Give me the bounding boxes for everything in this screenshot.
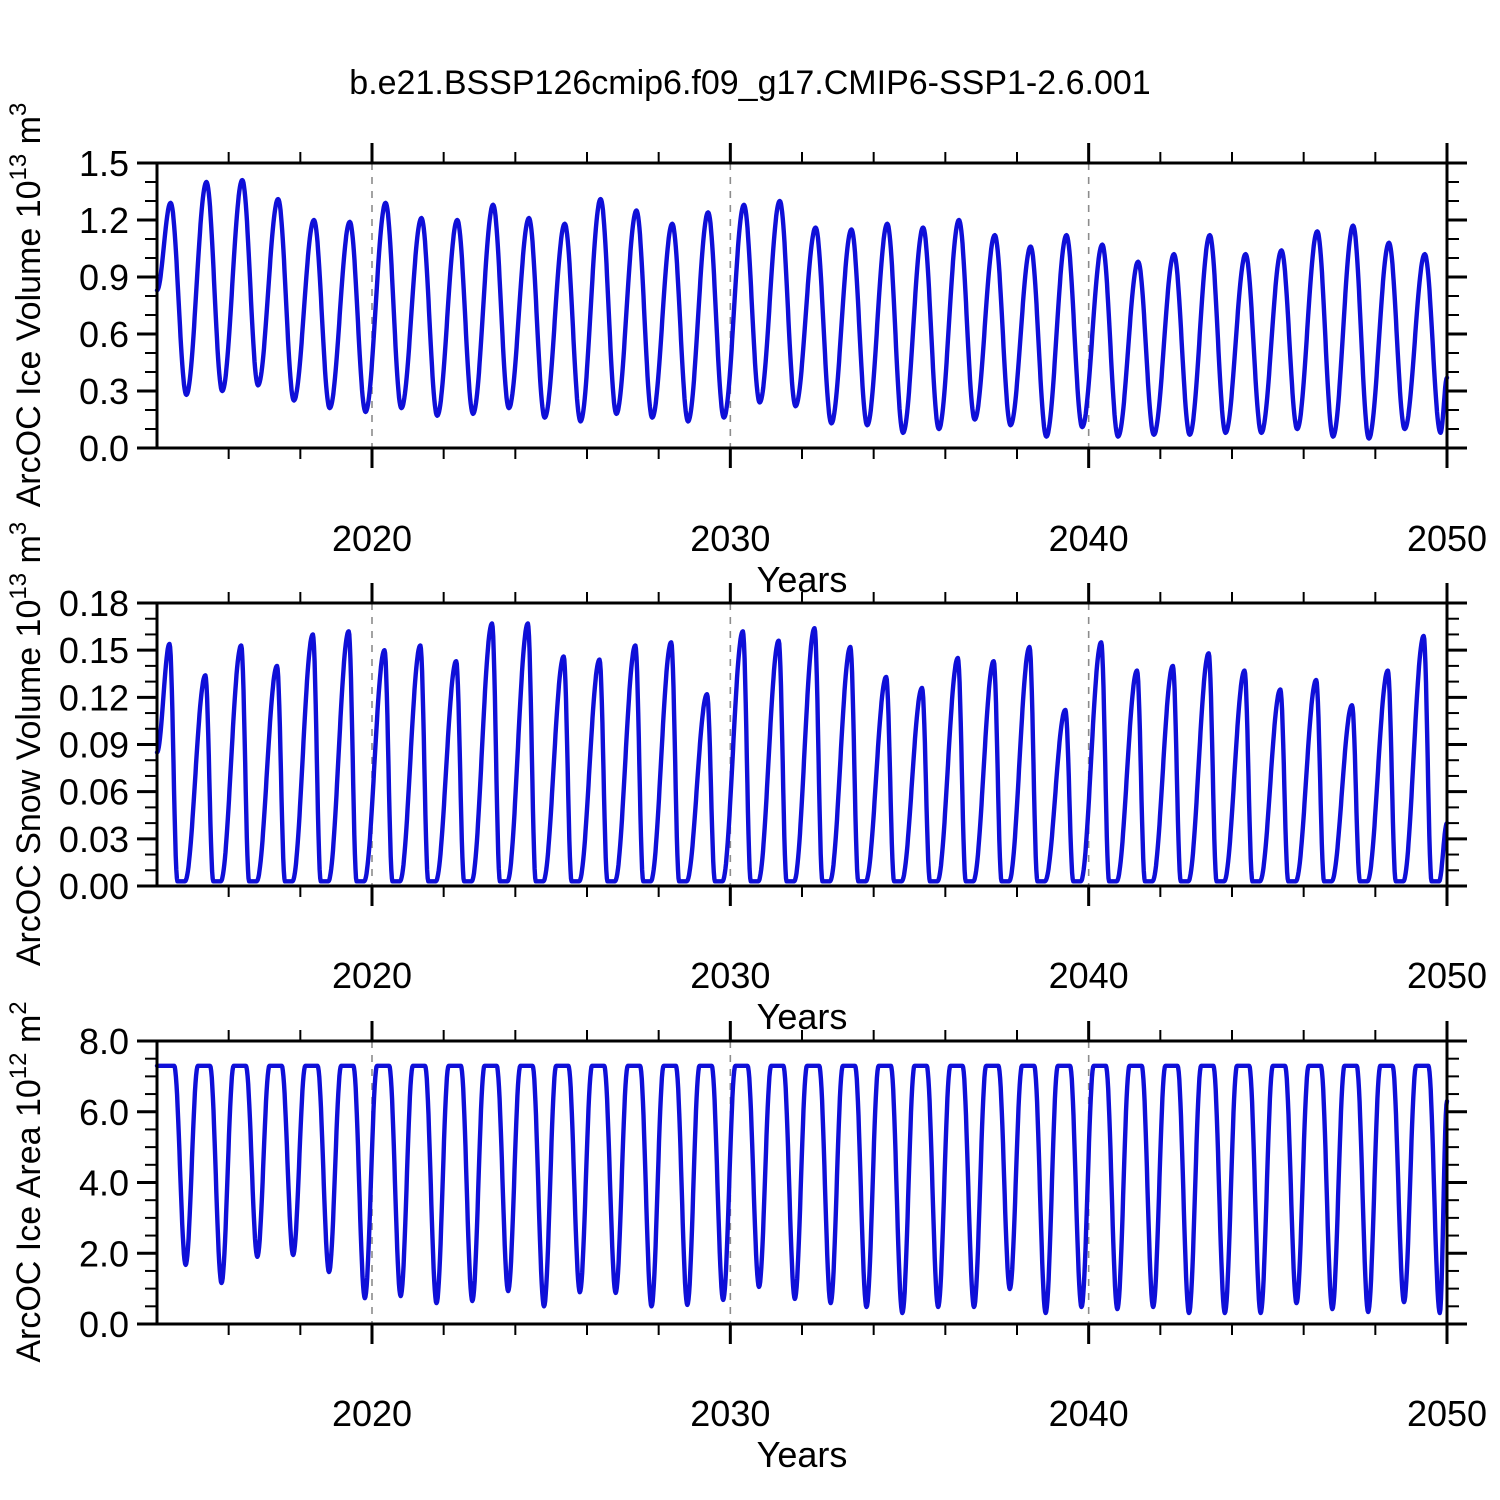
x-tick-label: 2020 (332, 955, 412, 996)
x-tick-label: 2040 (1049, 1393, 1129, 1434)
x-tick-label: 2040 (1049, 955, 1129, 996)
y-tick-label: 0.09 (59, 725, 129, 766)
ice-volume-curve (154, 177, 1450, 441)
y-tick-label: 0.9 (79, 257, 129, 298)
panel-ice-area: 2020 2030 2040 2050 0.0 2.0 4.0 6.0 8.0 Years ArcO… (5, 1001, 1487, 1475)
panel-snow-volume: 2020 2030 2040 2050 0.00 0.03 0.06 0.09 0.12 0.15… (5, 522, 1487, 1037)
x-tick-label: 2030 (690, 1393, 770, 1434)
x-tick-label: 2050 (1407, 955, 1487, 996)
snow-volume-curve (154, 621, 1450, 884)
x-tick-label: 2030 (690, 955, 770, 996)
y-tick-label: 0.18 (59, 583, 129, 624)
y-tick-label: 2.0 (79, 1233, 129, 1274)
y-tick-label: 0.03 (59, 819, 129, 860)
y-axis-title: ArcOC Snow Volume 1013 m3 (5, 522, 48, 966)
x-tick-label: 2050 (1407, 518, 1487, 559)
y-tick-label: 0.00 (59, 866, 129, 907)
x-tick-label: 2040 (1049, 518, 1129, 559)
y-tick-label: 4.0 (79, 1163, 129, 1204)
y-tick-label: 0.12 (59, 677, 129, 718)
x-axis-title: Years (757, 1434, 848, 1475)
y-tick-label: 8.0 (79, 1021, 129, 1062)
y-tick-label: 0.0 (79, 428, 129, 469)
ice-area-curve (154, 1063, 1450, 1316)
x-tick-label: 2020 (332, 1393, 412, 1434)
y-tick-label: 0.3 (79, 371, 129, 412)
y-tick-label: 0.15 (59, 630, 129, 671)
y-tick-label: 0.0 (79, 1304, 129, 1345)
y-tick-label: 0.6 (79, 314, 129, 355)
x-tick-label: 2030 (690, 518, 770, 559)
panel-ice-volume: 2020 2030 2040 20500.00.30.60.91.21.5YearsA… (5, 103, 1487, 600)
y-tick-label: 6.0 (79, 1092, 129, 1133)
y-axis-title: ArcOC Ice Area 1012 m2 (5, 1001, 48, 1362)
y-tick-label: 0.06 (59, 772, 129, 813)
chart-title: b.e21.BSSP126cmip6.f09_g17.CMIP6-SSP1-2.… (349, 64, 1151, 102)
y-tick-label: 1.2 (79, 200, 129, 241)
y-axis-title: ArcOC Ice Volume 1013 m3 (5, 103, 48, 508)
y-tick-label: 1.5 (79, 143, 129, 184)
x-tick-label: 2050 (1407, 1393, 1487, 1434)
x-tick-label: 2020 (332, 518, 412, 559)
